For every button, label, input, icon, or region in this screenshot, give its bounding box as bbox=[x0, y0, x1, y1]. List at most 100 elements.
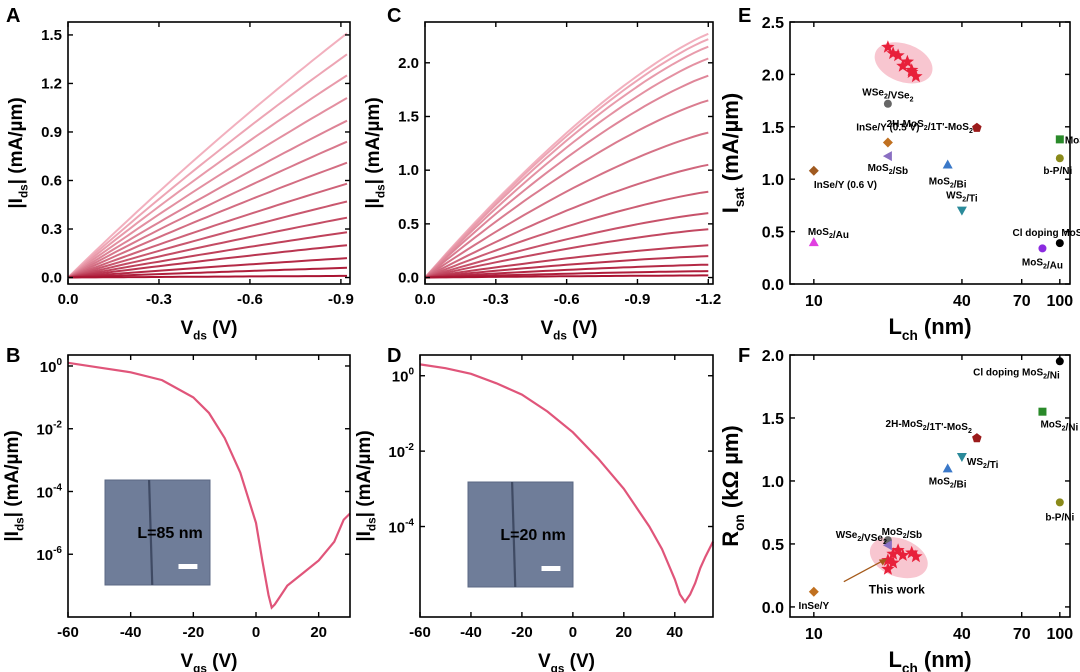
panel-c-output-curves: 0.0 -0.3 -0.6 -0.9 -1.2 0.0 0.5 1.0 1.5 2.0 Vds (V… bbox=[363, 21, 721, 342]
point-label: Cl doping MoS2/Ni bbox=[1012, 228, 1080, 242]
sem-image-border bbox=[104, 479, 211, 586]
x-tick-label: 40 bbox=[953, 293, 971, 310]
point-label: b-P/Ni bbox=[1045, 512, 1074, 523]
output-curve-4 bbox=[424, 57, 709, 279]
this-work-star bbox=[886, 555, 900, 569]
y-tick-label: 0.0 bbox=[762, 277, 784, 294]
x-tick-label: -40 bbox=[120, 624, 142, 641]
x-tick-label: -0.9 bbox=[328, 291, 354, 308]
arrow-head bbox=[878, 558, 887, 566]
data-point bbox=[882, 137, 893, 148]
y-tick-label: 1.5 bbox=[762, 120, 784, 137]
data-point bbox=[972, 433, 982, 443]
output-curve-16 bbox=[424, 274, 709, 279]
sem-channel-line bbox=[511, 481, 517, 588]
data-point bbox=[1038, 244, 1047, 253]
x-tick-label: 0.0 bbox=[415, 291, 436, 308]
point-label: WS2/Ti bbox=[967, 457, 999, 471]
panel-letter-c: C bbox=[387, 5, 401, 27]
y-axis-label: |Ids| (mA/µm) bbox=[363, 97, 387, 208]
output-curve-9 bbox=[424, 190, 709, 279]
x-tick-label: 0 bbox=[569, 624, 577, 641]
data-point bbox=[882, 540, 892, 551]
point-label: MoS2/Bi bbox=[929, 476, 967, 490]
x-tick-label: -20 bbox=[182, 624, 204, 641]
data-point bbox=[942, 463, 953, 473]
output-curve-13 bbox=[424, 255, 709, 279]
y-tick-label: 1.5 bbox=[398, 108, 419, 125]
output-curve-6 bbox=[67, 140, 348, 279]
panel-a-output-curves: 0.0 -0.3 -0.6 -0.9 0.0 0.3 0.6 0.9 1.2 1.5 Vds (V)… bbox=[6, 21, 354, 342]
output-curve-15 bbox=[68, 274, 347, 279]
this-work-star bbox=[886, 547, 900, 560]
plot-frame bbox=[419, 354, 714, 618]
x-tick-label: -60 bbox=[409, 624, 431, 641]
point-label: b-P/Ni bbox=[1043, 166, 1072, 177]
y-tick-label: 10-4 bbox=[36, 482, 62, 501]
sem-inset: L=85 nm bbox=[104, 479, 211, 586]
output-curve-13 bbox=[67, 257, 348, 279]
sem-image-border bbox=[467, 481, 574, 588]
y-tick-label: 0.5 bbox=[762, 225, 784, 242]
output-curve-12 bbox=[424, 244, 709, 279]
output-curve-10 bbox=[67, 216, 348, 279]
point-label: MoS2/Au bbox=[808, 227, 849, 241]
transfer-curve bbox=[419, 363, 714, 604]
x-axis-label: Lch (nm) bbox=[888, 314, 971, 343]
data-point bbox=[1055, 239, 1064, 248]
x-tick-label: -0.6 bbox=[554, 291, 580, 308]
y-tick-label: 2.5 bbox=[762, 15, 784, 32]
point-label: 2H-MoS2/1T'-MoS2 bbox=[887, 119, 973, 135]
x-tick-label: -1.2 bbox=[695, 291, 721, 308]
output-curve-4 bbox=[67, 97, 348, 279]
y-tick-label: 100 bbox=[40, 357, 63, 376]
x-tick-label: -0.3 bbox=[146, 291, 172, 308]
this-work-star bbox=[881, 40, 895, 53]
y-tick-label: 10-6 bbox=[36, 545, 62, 564]
point-label: Cl doping MoS2/Ni bbox=[973, 367, 1060, 381]
x-tick-label: -0.3 bbox=[483, 291, 509, 308]
this-work-star bbox=[909, 69, 923, 83]
y-tick-label: 0.9 bbox=[41, 124, 62, 141]
x-tick-label: -0.9 bbox=[625, 291, 651, 308]
inset-length-label: L=85 nm bbox=[137, 525, 202, 542]
y-tick-label: 0.5 bbox=[762, 537, 784, 554]
y-tick-label: 1.0 bbox=[762, 172, 784, 189]
point-label: MoS2/Bi bbox=[929, 177, 967, 191]
y-tick-label: 10-2 bbox=[388, 442, 414, 461]
inset-length-label: L=20 nm bbox=[500, 527, 565, 544]
data-point bbox=[1055, 357, 1064, 366]
y-tick-label: 0.5 bbox=[398, 216, 419, 233]
y-tick-label: 2.0 bbox=[762, 348, 784, 365]
this-work-star bbox=[881, 562, 895, 575]
y-axis-label: |Ids| (mA/µm) bbox=[354, 430, 378, 541]
plot-frame bbox=[424, 21, 714, 285]
data-point bbox=[972, 122, 982, 132]
point-label: WSe2/VSe2 bbox=[836, 530, 887, 546]
x-axis-label: Vgs (V) bbox=[180, 651, 237, 672]
output-curve-8 bbox=[67, 182, 348, 279]
x-tick-label: 100 bbox=[1046, 626, 1073, 643]
x-axis-label: Vds (V) bbox=[540, 318, 597, 342]
point-label: WS2/Ti bbox=[946, 191, 978, 205]
y-tick-label: 2.0 bbox=[762, 67, 784, 84]
y-tick-label: 0.0 bbox=[398, 270, 419, 287]
this-work-star bbox=[905, 545, 919, 559]
x-tick-label: 100 bbox=[1046, 293, 1073, 310]
plot-frame bbox=[789, 354, 1071, 618]
data-point bbox=[956, 453, 967, 462]
y-axis-label: |Ids| (mA/µm) bbox=[2, 430, 26, 541]
transfer-curve bbox=[67, 361, 351, 610]
output-curve-12 bbox=[67, 244, 348, 279]
this-work-star bbox=[891, 543, 905, 556]
this-work-star bbox=[900, 54, 914, 68]
y-tick-label: 0.0 bbox=[41, 270, 62, 287]
data-point bbox=[1055, 498, 1064, 507]
plot-frame bbox=[67, 21, 351, 285]
data-point bbox=[942, 159, 953, 169]
data-point bbox=[883, 99, 892, 108]
x-axis-label: Lch (nm) bbox=[888, 647, 971, 672]
y-tick-label: 1.5 bbox=[762, 411, 784, 428]
x-axis-label: Vds (V) bbox=[180, 318, 237, 342]
